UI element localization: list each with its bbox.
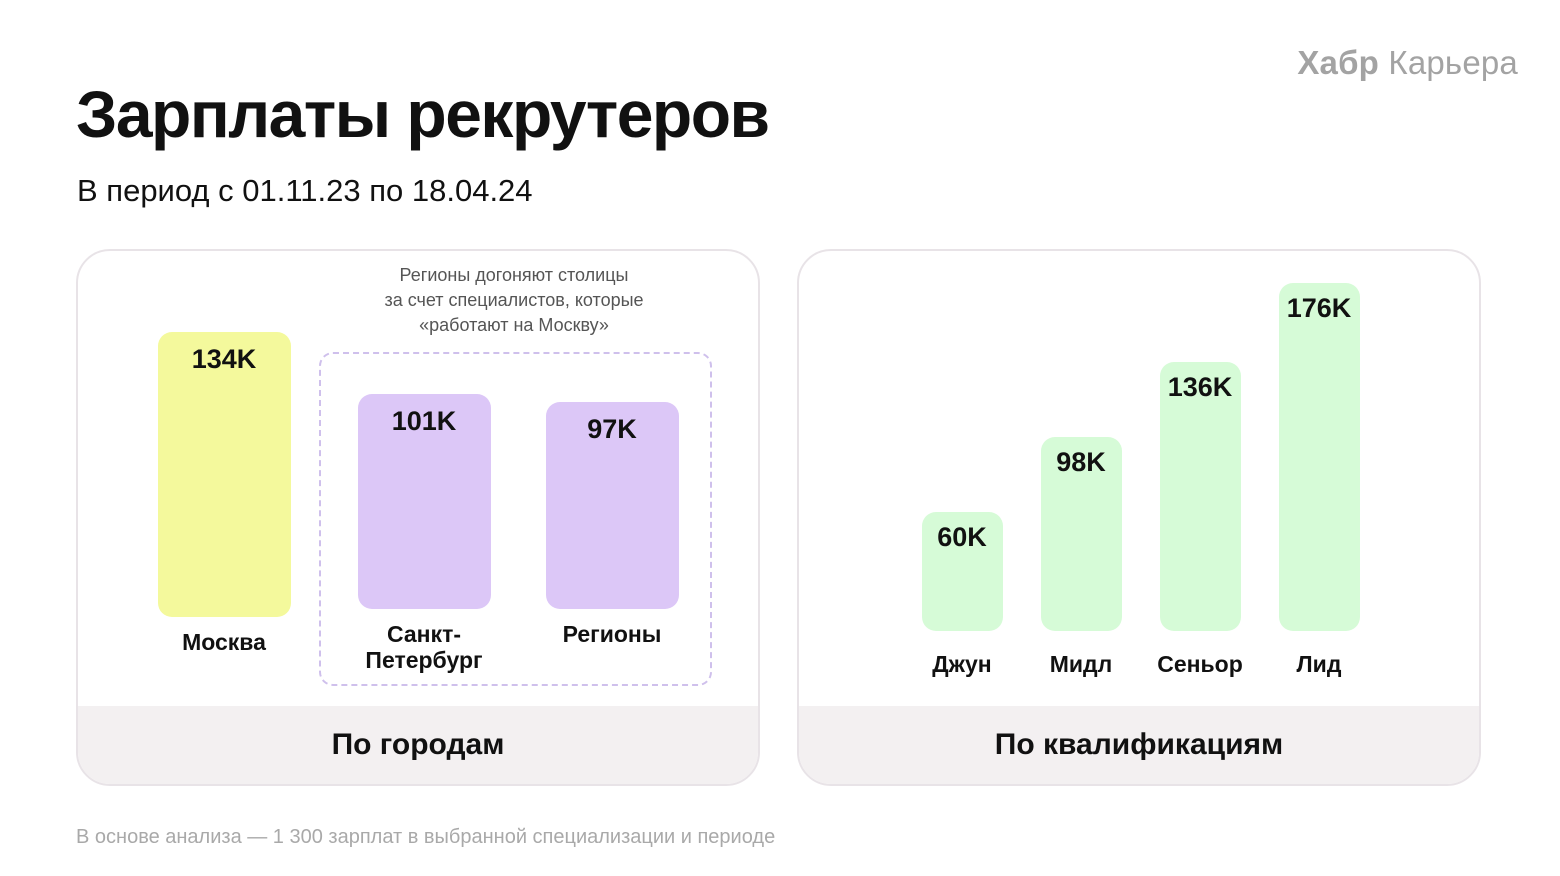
- page-title: Зарплаты рекрутеров: [76, 77, 770, 151]
- bar-1-1: [1040, 436, 1122, 631]
- category-label-1-1: Мидл: [1049, 651, 1113, 677]
- category-label-1-2: Сеньор: [1157, 651, 1243, 677]
- bar-value-label-0-0: 134K: [191, 343, 257, 374]
- category-label-0-0: Москва: [182, 629, 266, 655]
- brand-light: Карьера: [1388, 44, 1518, 81]
- chart-title-levels: По квалификациям: [799, 706, 1479, 784]
- bar-value-label-0-1: 101K: [391, 405, 457, 436]
- category-label-0-1: Санкт- Петербург: [365, 621, 483, 674]
- bar-1-2: [1159, 361, 1241, 631]
- chart-title-cities: По городам: [78, 706, 758, 784]
- bar-0-0: [157, 331, 291, 617]
- bar-value-label-1-1: 98K: [1056, 446, 1106, 477]
- brand-logo: Хабр Карьера: [1297, 44, 1518, 82]
- chart-annotation: Регионы догоняют столицы за счет специал…: [384, 265, 644, 336]
- bar-value-label-1-3: 176K: [1286, 292, 1352, 323]
- bar-value-label-1-0: 60K: [937, 522, 987, 553]
- capitals-group-outline: [319, 352, 712, 686]
- footnote: В основе анализа — 1 300 зарплат в выбра…: [76, 826, 776, 848]
- category-label-1-0: Джун: [932, 651, 992, 677]
- bar-value-label-0-2: 97K: [587, 414, 637, 445]
- category-label-1-3: Лид: [1296, 651, 1342, 677]
- bar-0-1: [357, 393, 491, 609]
- bar-1-0: [921, 512, 1003, 631]
- category-label-0-2: Регионы: [562, 621, 662, 647]
- bar-0-2: [545, 402, 679, 609]
- brand-bold: Хабр: [1297, 44, 1380, 81]
- bar-1-3: [1278, 282, 1360, 631]
- bar-value-label-1-2: 136K: [1167, 371, 1233, 402]
- page-subtitle: В период с 01.11.23 по 18.04.24: [77, 173, 533, 208]
- chart-card-levels: По квалификациям 60K Джун 98K Мидл 136K Сеньо…: [797, 249, 1481, 786]
- chart-card-cities: Регионы догоняют столицы за счет специал…: [76, 249, 760, 786]
